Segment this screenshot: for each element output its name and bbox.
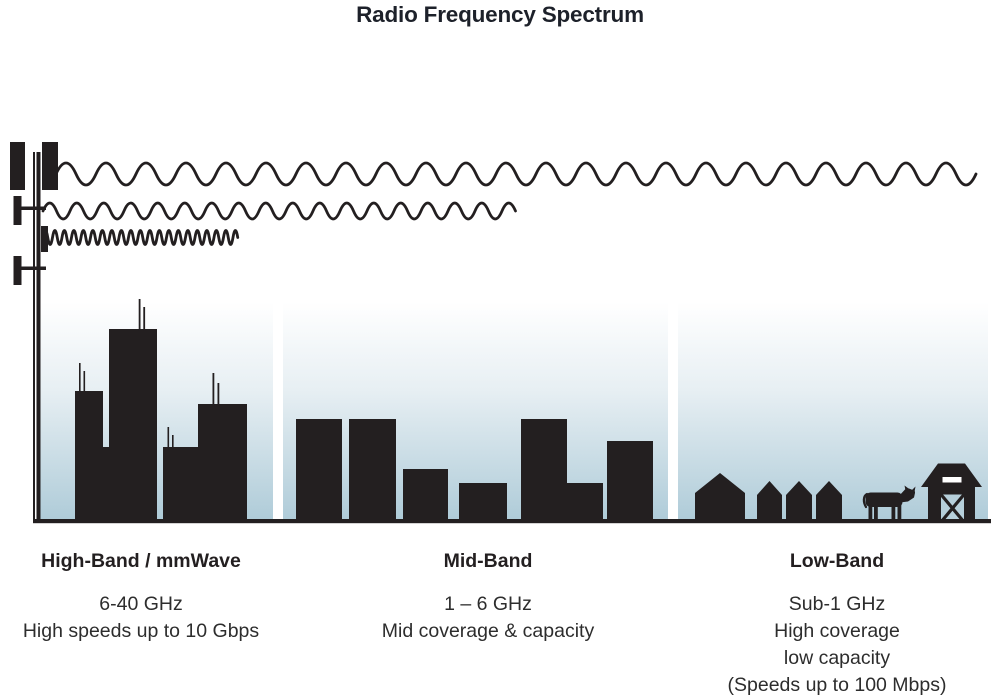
mid-band-wave: [41, 201, 517, 221]
band-detail-line: Sub-1 GHz: [788, 593, 886, 615]
band-detail-line: Mid coverage & capacity: [381, 620, 595, 642]
house-icon: [786, 481, 812, 522]
house-icon: [695, 473, 745, 522]
high-band-wave: [41, 229, 240, 246]
radio-waves: [41, 161, 978, 246]
band-heading-high: High-Band / mmWave: [41, 550, 241, 572]
band-detail-line: low capacity: [783, 647, 891, 669]
band-heading-mid: Mid-Band: [443, 550, 533, 572]
band-detail-line: (Speeds up to 100 Mbps): [727, 674, 947, 696]
band-details-low: Sub-1 GHz High coverage low capacity (Sp…: [707, 591, 967, 699]
band-detail-line: 6-40 GHz: [99, 593, 183, 615]
band-label-low: Low-Band Sub-1 GHz High coverage low cap…: [707, 549, 967, 699]
band-label-mid: Mid-Band 1 – 6 GHz Mid coverage & capaci…: [358, 549, 618, 645]
mid-band-skyline: [296, 419, 653, 522]
page-title: Radio Frequency Spectrum: [356, 2, 644, 27]
band-detail-line: High coverage: [774, 620, 900, 642]
band-details-high: 6-40 GHz High speeds up to 10 Gbps: [11, 591, 271, 645]
ground-line: [33, 519, 991, 524]
barn-icon: [921, 463, 982, 524]
high-band-skyline: [75, 299, 247, 522]
house-icon: [816, 481, 842, 522]
band-label-high: High-Band / mmWave 6-40 GHz High speeds …: [11, 549, 271, 645]
house-icon: [757, 481, 782, 522]
low-band-farm: [695, 463, 982, 524]
cow-icon: [862, 485, 916, 520]
band-detail-line: High speeds up to 10 Gbps: [22, 620, 260, 642]
low-band-wave: [54, 161, 978, 187]
band-details-mid: 1 – 6 GHz Mid coverage & capacity: [358, 591, 618, 645]
band-detail-line: 1 – 6 GHz: [444, 593, 532, 615]
band-heading-low: Low-Band: [789, 550, 885, 572]
cell-tower-icon: [10, 142, 58, 523]
